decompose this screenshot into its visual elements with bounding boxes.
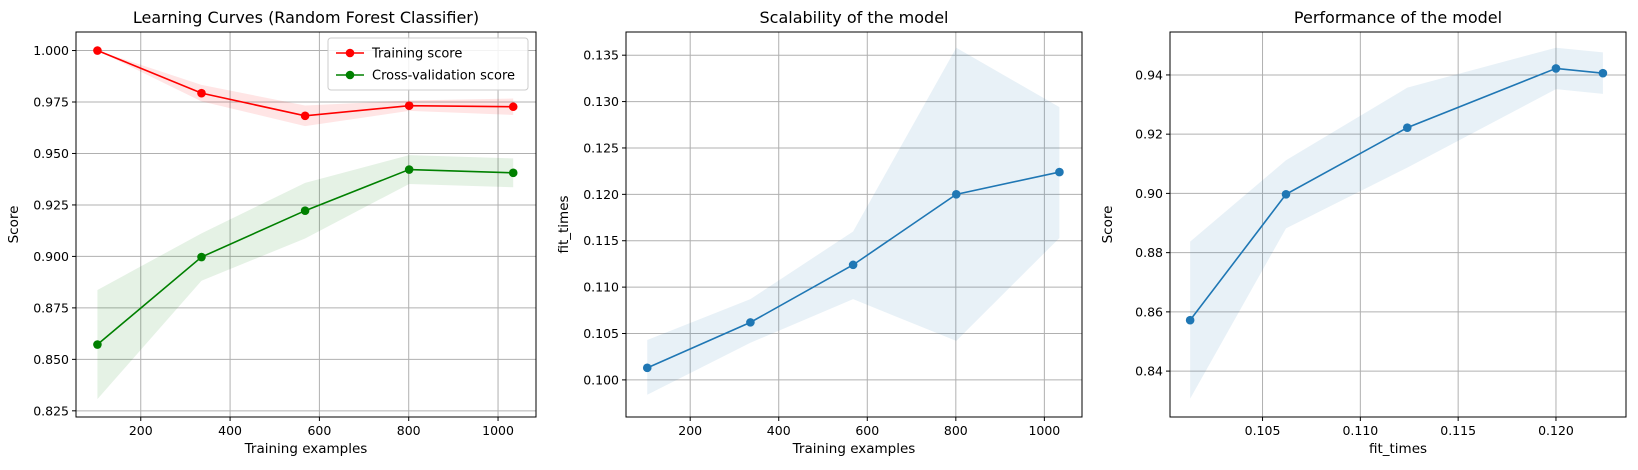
y-axis-label: Score [1100,206,1116,244]
x-tick-label: 400 [218,423,242,438]
y-tick-label: 0.110 [583,280,619,295]
x-tick-label: 200 [678,423,702,438]
data-point [642,363,652,373]
data-point [93,46,102,55]
data-point [951,190,961,199]
scalability-title: Scalability of the model [760,8,949,27]
legend-swatch-marker [345,48,355,58]
y-tick-label: 0.84 [1135,364,1163,379]
y-tick-label: 0.90 [1135,186,1163,201]
x-tick-label: 600 [855,423,879,438]
x-tick-label: 200 [129,423,153,438]
data-point [197,88,206,98]
x-tick-label: 800 [397,423,421,438]
y-tick-label: 0.875 [33,300,69,315]
y-tick-label: 0.135 [583,48,619,63]
data-point [300,111,310,121]
y-tick-label: 0.120 [583,187,619,202]
data-point [1055,167,1064,177]
x-axis-label: Training examples [792,441,916,457]
y-tick-label: 0.94 [1135,67,1163,82]
y-tick-label: 0.950 [33,146,69,161]
y-tick-label: 0.100 [583,372,619,387]
x-tick-label: 600 [307,423,331,438]
learning-curves-title: Learning Curves (Random Forest Classifie… [133,8,479,27]
std-band [97,155,514,400]
legend-entry-label: Cross-validation score [372,69,515,84]
data-point [848,260,858,270]
legend-swatch-marker [345,70,355,80]
y-tick-label: 0.105 [583,326,619,341]
legend-box [327,37,529,91]
data-point [1551,64,1561,73]
legend: Training score Cross-validation score [327,37,529,91]
y-tick-label: 0.115 [583,233,619,248]
data-point [508,168,518,178]
x-tick-label: 400 [767,423,791,438]
y-tick-label: 0.92 [1135,127,1163,142]
y-tick-label: 0.900 [33,249,69,264]
scalability-panel: 200 400 600 800 1000 0.100 0.105 0.110 0.115 0.12… [556,8,1083,457]
axes-frame [75,31,537,418]
x-axis-label: fit_times [1369,441,1427,457]
y-tick-label: 0.925 [33,197,69,212]
y-tick-label: 0.86 [1135,304,1163,319]
y-axis-label: Score [6,206,22,244]
axes-frame [1169,31,1627,418]
y-tick-label: 0.88 [1135,245,1163,260]
data-point [93,340,102,349]
data-point [508,102,518,112]
data-point [1185,315,1195,325]
x-tick-label: 1000 [482,423,514,438]
data-point [197,252,206,262]
y-axis-label: fit_times [556,195,572,253]
y-tick-label: 0.850 [33,352,69,367]
y-tick-label: 0.125 [583,140,619,155]
y-tick-label: 1.000 [33,43,69,58]
x-axis-label: Training examples [244,441,368,457]
performance-panel: 0.105 0.110 0.115 0.120 0.84 0.86 0.88 0.90 0.92… [1100,8,1627,457]
legend-entry-label: Training score [371,47,462,62]
y-tick-label: 0.825 [33,403,69,418]
data-point [1281,189,1291,199]
data-point [746,318,755,327]
data-point [1598,68,1608,78]
data-point [300,206,310,216]
x-tick-label: 0.115 [1440,423,1476,438]
data-point [1402,123,1412,132]
performance-title: Performance of the model [1294,8,1502,27]
y-tick-label: 0.130 [583,94,619,109]
x-tick-label: 0.120 [1538,423,1574,438]
data-point [404,101,414,111]
x-tick-label: 800 [944,423,968,438]
x-tick-label: 0.105 [1245,423,1281,438]
std-band [647,47,1060,395]
x-tick-label: 1000 [1028,423,1060,438]
data-point [404,165,414,174]
y-tick-label: 0.975 [33,95,69,110]
std-band [1190,47,1603,399]
axes-frame [625,31,1083,418]
x-tick-label: 0.110 [1342,423,1378,438]
learning-curves-panel: 200 400 600 800 1000 0.825 0.850 0.875 0.900 0.92… [6,8,537,457]
